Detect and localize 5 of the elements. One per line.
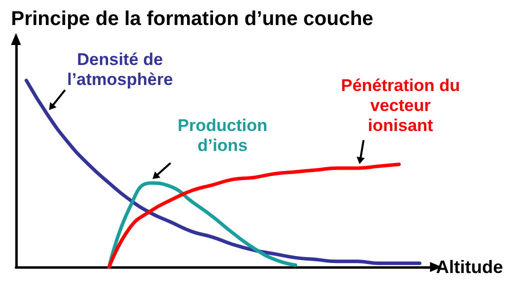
series-label: Densité de l’atmosphère	[66, 50, 174, 90]
x-axis-title: Altitude	[436, 257, 503, 277]
chart-title: Principe de la formation d’une couche	[11, 8, 374, 30]
series-label: Production d’ions	[176, 116, 268, 156]
series-label: Pénétration du vecteur ionisant	[340, 76, 461, 136]
